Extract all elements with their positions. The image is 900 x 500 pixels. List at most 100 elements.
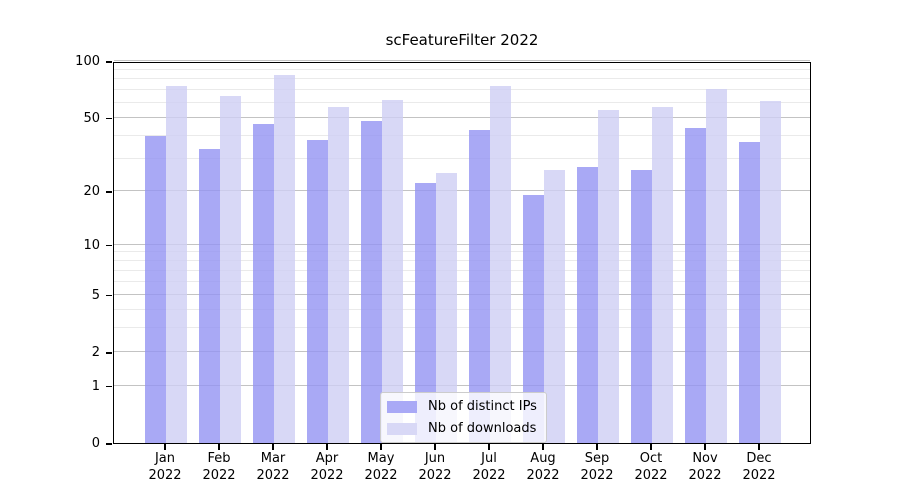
chart-title: scFeatureFilter 2022: [385, 31, 539, 49]
y-tick-2: [106, 352, 112, 354]
y-tick-0: [106, 443, 112, 445]
minor-gridline-8: [114, 260, 810, 262]
x-tick-apr: [326, 444, 328, 450]
x-label-year: 2022: [256, 468, 290, 483]
major-gridline-100: [114, 60, 810, 61]
minor-gridline-70: [114, 89, 810, 91]
bar-distinct-ips-aug: [523, 195, 544, 443]
y-tick-50: [106, 117, 112, 120]
x-label-month: Jun: [424, 451, 446, 466]
x-tick-label-apr: Apr 2022: [295, 450, 359, 484]
bar-downloads-feb: [220, 96, 241, 443]
x-label-year: 2022: [742, 468, 776, 483]
x-label-month: May: [367, 451, 395, 466]
minor-gridline-3: [114, 327, 810, 329]
y-tick-label-20: 20: [83, 184, 100, 199]
x-label-year: 2022: [580, 468, 614, 483]
bar-distinct-ips-oct: [631, 170, 652, 443]
bar-distinct-ips-nov: [685, 127, 706, 443]
x-tick-label-jun: Jun 2022: [403, 450, 467, 484]
minor-gridline-40: [114, 134, 810, 136]
bar-downloads-jan: [166, 85, 187, 443]
bar-downloads-jun: [436, 173, 457, 443]
x-tick-label-sep: Sep 2022: [565, 450, 629, 484]
major-gridline-2: [114, 351, 810, 353]
x-label-month: Aug: [530, 451, 556, 466]
x-tick-jan: [164, 444, 166, 450]
x-tick-jun: [434, 444, 436, 450]
x-tick-dec: [758, 444, 760, 450]
y-tick-label-0: 0: [91, 436, 100, 451]
major-gridline-10: [114, 243, 810, 245]
y-tick-label-10: 10: [83, 237, 100, 253]
bar-distinct-ips-may: [361, 120, 382, 443]
bar-downloads-oct: [652, 106, 673, 443]
x-tick-label-nov: Nov 2022: [673, 450, 737, 484]
y-tick-label-50: 50: [83, 110, 100, 126]
x-label-year: 2022: [310, 468, 344, 483]
x-tick-label-oct: Oct 2022: [619, 450, 683, 484]
x-label-month: Feb: [207, 451, 231, 466]
x-tick-sep: [596, 444, 598, 450]
bar-distinct-ips-feb: [199, 148, 220, 443]
minor-gridline-90: [114, 68, 810, 70]
y-tick-5: [106, 294, 112, 297]
minor-gridline-30: [114, 157, 810, 159]
bar-downloads-mar: [274, 75, 295, 443]
x-tick-label-may: May 2022: [349, 450, 413, 484]
x-label-year: 2022: [364, 468, 398, 483]
minor-gridline-60: [114, 101, 810, 103]
x-tick-label-aug: Aug 2022: [511, 450, 575, 484]
x-label-month: Oct: [639, 451, 663, 466]
x-label-month: Nov: [692, 451, 718, 466]
x-label-month: Apr: [315, 451, 339, 466]
x-tick-label-jul: Jul 2022: [457, 450, 521, 484]
x-label-year: 2022: [634, 468, 668, 483]
y-tick-label-2: 2: [91, 345, 100, 361]
bar-distinct-ips-jan: [145, 135, 166, 443]
x-label-month: Dec: [746, 451, 772, 466]
minor-gridline-4: [114, 308, 810, 310]
major-gridline-1: [114, 384, 810, 386]
legend-label-distinct-ips: Nb of distinct IPs: [428, 399, 537, 414]
x-tick-may: [380, 444, 382, 450]
x-label-year: 2022: [526, 468, 560, 483]
x-tick-mar: [272, 444, 274, 450]
minor-gridline-80: [114, 78, 810, 80]
bar-distinct-ips-apr: [307, 139, 328, 443]
bar-downloads-jul: [490, 85, 511, 443]
bar-layer: [114, 63, 810, 443]
x-label-month: Sep: [584, 451, 610, 466]
y-tick-label-5: 5: [91, 287, 100, 303]
x-tick-label-jan: Jan 2022: [133, 450, 197, 484]
legend-item-distinct-ips: Nb of distinct IPs: [387, 399, 537, 414]
x-tick-nov: [704, 444, 706, 450]
x-tick-label-mar: Mar 2022: [241, 450, 305, 484]
bar-distinct-ips-sep: [577, 167, 598, 443]
x-label-month: Mar: [260, 451, 286, 466]
legend-label-downloads: Nb of downloads: [428, 421, 537, 436]
y-tick-20: [106, 191, 112, 193]
plot-area: Nb of distinct IPs Nb of downloads: [113, 60, 811, 444]
x-tick-label-dec: Dec 2022: [727, 450, 791, 484]
x-tick-jul: [488, 444, 490, 450]
legend-item-downloads: Nb of downloads: [387, 421, 537, 436]
bar-downloads-sep: [598, 109, 619, 443]
y-tick-10: [106, 244, 112, 247]
y-tick-label-1: 1: [91, 378, 100, 394]
bar-downloads-nov: [706, 89, 727, 443]
x-label-month: Jul: [481, 451, 497, 466]
x-tick-aug: [542, 444, 544, 450]
x-label-year: 2022: [202, 468, 236, 483]
x-tick-feb: [218, 444, 220, 450]
minor-gridline-6: [114, 280, 810, 282]
major-gridline-50: [114, 116, 810, 118]
bar-downloads-apr: [328, 106, 349, 443]
x-label-month: Jan: [154, 451, 176, 466]
bar-distinct-ips-mar: [253, 124, 274, 443]
y-tick-1: [106, 385, 112, 388]
legend-swatch-distinct-ips-icon: [387, 400, 417, 413]
x-label-year: 2022: [472, 468, 506, 483]
bar-distinct-ips-jun: [415, 183, 436, 443]
